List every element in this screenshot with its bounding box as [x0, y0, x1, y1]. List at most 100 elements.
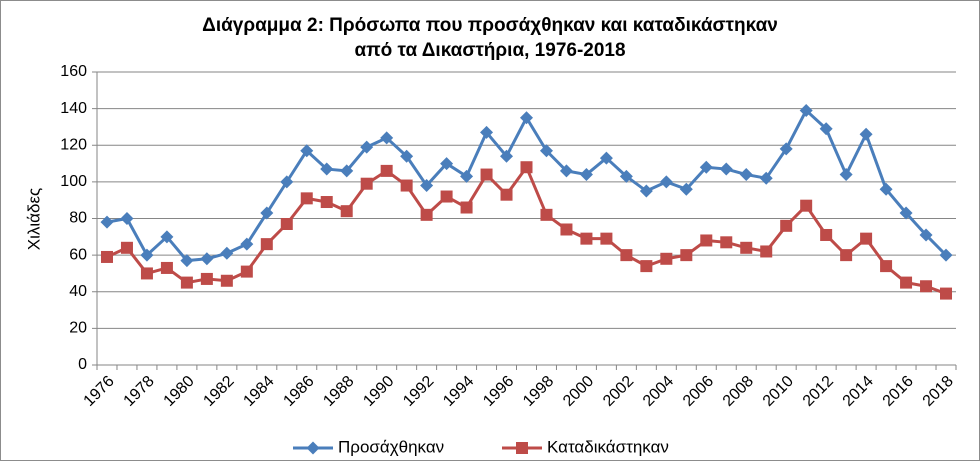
data-point: [780, 219, 793, 232]
data-point: [759, 171, 773, 185]
x-tick-label: 2016: [880, 373, 917, 410]
data-point: [800, 199, 813, 212]
data-point: [520, 111, 533, 125]
data-point: [719, 162, 733, 176]
data-point: [140, 248, 154, 262]
data-point: [659, 175, 673, 189]
data-point: [900, 276, 913, 289]
data-point: [600, 232, 613, 245]
data-point: [720, 236, 733, 249]
x-tick-labels: 1976 1978 1980 1982 1984 1986 1988 1990 1992 1994…: [81, 373, 957, 410]
y-axis-title: Χιλιάδες: [24, 188, 43, 250]
data-point: [879, 182, 893, 196]
x-tick-label: 1980: [161, 373, 198, 410]
data-point: [860, 232, 873, 245]
x-tick-label: 2004: [640, 373, 677, 410]
y-tick-label: 20: [69, 320, 87, 337]
data-point: [579, 168, 593, 182]
data-point: [699, 160, 713, 174]
data-point: [500, 188, 513, 201]
x-tick-label: 2002: [600, 373, 637, 410]
data-point: [380, 164, 393, 177]
x-tick-label: 2000: [560, 373, 597, 410]
x-tick-label: 1994: [440, 373, 477, 410]
data-point: [420, 179, 434, 193]
data-point: [480, 125, 494, 139]
x-tick-label: 2006: [680, 373, 717, 410]
legend-marker: [306, 441, 320, 455]
data-point: [679, 182, 693, 196]
data-point: [940, 287, 953, 300]
chart-title-line-1: Διάγραμμα 2: Πρόσωπα που προσάχθηκαν και…: [202, 15, 778, 36]
x-tick-label: 1990: [360, 373, 397, 410]
legend-item-1: Προσάχθηκαν: [293, 437, 444, 456]
x-tick-label: 1978: [121, 373, 158, 410]
series-1: [100, 103, 953, 268]
data-point: [160, 230, 174, 244]
x-tick-label: 2010: [760, 373, 797, 410]
data-point: [200, 272, 213, 285]
x-tick-label: 1996: [480, 373, 517, 410]
chart-title-line-2: από τα Δικαστήρια, 1976-2018: [354, 40, 626, 61]
data-point: [220, 274, 233, 287]
data-point: [559, 164, 573, 178]
data-point: [640, 260, 653, 273]
y-tick-labels: 0 20 40 60 80 100 120 140 160: [60, 63, 87, 373]
data-point: [919, 228, 933, 242]
data-point: [520, 161, 533, 174]
x-tick-label: 1982: [200, 373, 237, 410]
data-point: [360, 177, 373, 190]
data-point: [820, 228, 833, 241]
x-tick-label: 1976: [81, 373, 118, 410]
data-point: [300, 144, 314, 158]
data-point: [660, 252, 673, 265]
x-tick-label: 1992: [400, 373, 437, 410]
data-point: [939, 248, 953, 262]
data-point: [580, 232, 593, 245]
data-point: [880, 260, 893, 273]
data-point: [280, 217, 293, 230]
data-point: [680, 249, 693, 262]
data-point: [360, 140, 374, 154]
data-point: [320, 162, 334, 176]
legend-label: Καταδικάστηκαν: [547, 437, 669, 456]
data-point: [700, 234, 713, 247]
data-point: [160, 261, 173, 274]
x-tick-label: 1988: [320, 373, 357, 410]
data-point: [619, 169, 633, 183]
data-point: [200, 252, 214, 266]
x-tick-label: 2008: [720, 373, 757, 410]
data-point: [920, 280, 933, 293]
data-point: [599, 151, 613, 165]
axes: [92, 71, 957, 370]
y-tick-label: 100: [60, 173, 87, 190]
legend-label: Προσάχθηκαν: [338, 437, 444, 456]
data-point: [760, 245, 773, 258]
y-tick-label: 80: [69, 210, 87, 227]
data-point: [280, 175, 294, 189]
data-point: [240, 265, 253, 278]
x-tick-label: 1984: [240, 373, 277, 410]
data-point: [240, 237, 254, 251]
data-point: [560, 223, 573, 236]
data-point: [899, 206, 913, 220]
data-point: [540, 208, 553, 221]
series: [100, 103, 953, 300]
x-tick-label: 2018: [920, 373, 957, 410]
data-point: [400, 149, 414, 163]
data-point: [140, 267, 153, 280]
y-tick-label: 40: [69, 283, 87, 300]
data-point: [460, 201, 473, 214]
data-point: [220, 246, 234, 260]
y-tick-label: 160: [60, 63, 87, 80]
data-point: [440, 157, 454, 171]
data-point: [300, 192, 313, 205]
data-point: [620, 249, 633, 262]
data-point: [840, 249, 853, 262]
data-point: [480, 168, 493, 181]
legend-item-2: Καταδικάστηκαν: [502, 437, 669, 456]
data-point: [779, 142, 793, 156]
data-point: [100, 215, 114, 229]
data-point: [420, 208, 433, 221]
